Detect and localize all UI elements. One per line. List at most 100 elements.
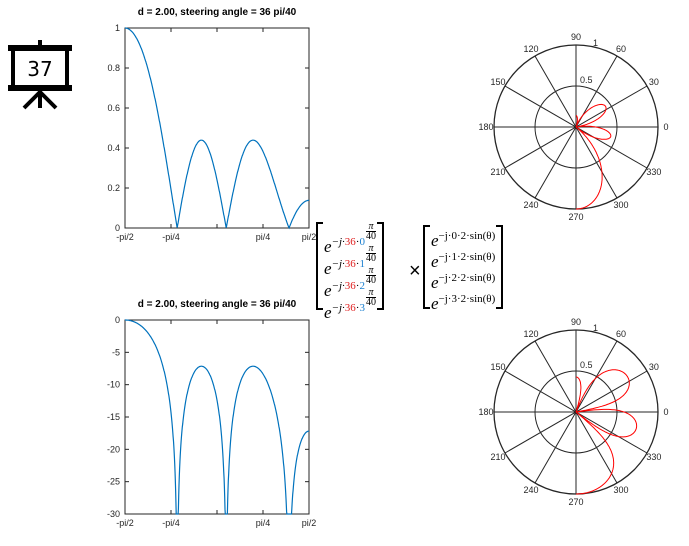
matrix-row: e−j·36·0 π 40 bbox=[324, 222, 376, 256]
phase-vector-matrix: e−j·0·2·sin(θ) e−j·1·2·sin(θ) e−j·2·2·sin(… bbox=[423, 225, 504, 313]
presentation-board-icon: 37 bbox=[8, 40, 72, 112]
steer-value: 36 bbox=[344, 236, 356, 248]
y-tick-label: -15 bbox=[107, 412, 120, 422]
polar-angle-label: 60 bbox=[616, 329, 626, 339]
polar-angle-label: 270 bbox=[568, 212, 583, 222]
polar-angle-label: 30 bbox=[649, 362, 659, 372]
exp-base: e bbox=[431, 231, 439, 250]
frac-num: π bbox=[365, 266, 376, 276]
exp-term: −j·0·2·sin(θ) bbox=[438, 230, 496, 242]
polar-angle-label: 120 bbox=[523, 329, 538, 339]
frac-den: 40 bbox=[365, 231, 376, 242]
polar-angle-label: 90 bbox=[571, 32, 581, 42]
element-index: 0 bbox=[359, 236, 365, 248]
exp-prefix: −j· bbox=[331, 236, 345, 248]
pattern-line bbox=[125, 319, 309, 515]
exp-base: e bbox=[324, 281, 332, 300]
polar-angle-label: 330 bbox=[646, 167, 661, 177]
exp-term: −j·2·2·sin(θ) bbox=[438, 272, 496, 284]
exp-base: e bbox=[324, 259, 332, 278]
polar-angle-label: 60 bbox=[616, 44, 626, 54]
matrix-row: e−j·2·2·sin(θ) bbox=[431, 267, 496, 292]
exp-base: e bbox=[431, 252, 439, 271]
polar-angle-label: 240 bbox=[523, 200, 538, 210]
polar-angle-label: 300 bbox=[613, 485, 628, 495]
y-tick-label: -30 bbox=[107, 509, 120, 519]
polar-angle-label: 300 bbox=[613, 200, 628, 210]
polar-angle-label: 180 bbox=[478, 407, 493, 417]
polar-angle-label: 150 bbox=[491, 362, 506, 372]
polar-angle-label: 210 bbox=[491, 167, 506, 177]
element-index: 1 bbox=[359, 258, 365, 270]
dot: · bbox=[355, 302, 360, 314]
exp-prefix: −j· bbox=[331, 258, 345, 270]
x-tick-label: pi/2 bbox=[302, 232, 317, 242]
polar-angle-label: 30 bbox=[649, 77, 659, 87]
polar-angle-label: 240 bbox=[523, 485, 538, 495]
polar-angle-label: 0 bbox=[663, 407, 668, 417]
matrix-row: e−j·36·2 π 40 bbox=[324, 266, 376, 300]
y-tick-label: -25 bbox=[107, 477, 120, 487]
polar-angle-label: 90 bbox=[571, 317, 581, 327]
steer-value: 36 bbox=[344, 280, 356, 292]
x-tick-label: pi/4 bbox=[256, 232, 271, 242]
y-tick-label: -10 bbox=[107, 380, 120, 390]
steering-vector-matrix: e−j·36·0 π 40 e−j·36·1 π 40 e−j·36·2 π 40 e−j·36·… bbox=[316, 222, 384, 322]
exp-term: −j·1·2·sin(θ) bbox=[438, 251, 496, 263]
element-index: 3 bbox=[359, 302, 365, 314]
y-tick-label: 1 bbox=[115, 23, 120, 33]
polar-angle-label: 210 bbox=[491, 452, 506, 462]
polar-angle-label: 270 bbox=[568, 497, 583, 507]
x-tick-label: -pi/2 bbox=[116, 232, 134, 242]
y-tick-label: 0.6 bbox=[107, 103, 120, 113]
polar-radial-label: 0.5 bbox=[580, 75, 593, 85]
polar-angle-label: 150 bbox=[491, 77, 506, 87]
polar-angle-label: 330 bbox=[646, 452, 661, 462]
y-tick-label: -20 bbox=[107, 444, 120, 454]
plot-axes-box bbox=[124, 27, 310, 229]
polar-angle-label: 180 bbox=[478, 122, 493, 132]
polar-angle-label: 0 bbox=[663, 122, 668, 132]
matrix-row: e−j·1·2·sin(θ) bbox=[431, 246, 496, 271]
plot-title: d = 2.00, steering angle = 36 pi/40 bbox=[138, 7, 297, 18]
frac-num: π bbox=[365, 244, 376, 254]
y-tick-label: 0.4 bbox=[107, 143, 120, 153]
y-tick-label: 0.2 bbox=[107, 183, 120, 193]
dot: · bbox=[355, 258, 360, 270]
x-tick-label: -pi/4 bbox=[162, 232, 180, 242]
matrix-row: e−j·36·3 π 40 bbox=[324, 288, 376, 322]
exp-base: e bbox=[324, 303, 332, 322]
steer-value: 36 bbox=[344, 258, 356, 270]
exp-base: e bbox=[431, 294, 439, 313]
frac-den: 40 bbox=[365, 275, 376, 286]
exp-base: e bbox=[324, 237, 332, 256]
matrix-row: e−j·0·2·sin(θ) bbox=[431, 225, 496, 250]
y-tick-label: -5 bbox=[112, 347, 120, 357]
polar-radial-label: 0.5 bbox=[580, 360, 593, 370]
element-index: 2 bbox=[359, 280, 365, 292]
exp-prefix: −j· bbox=[331, 302, 345, 314]
exp-term: −j·3·2·sin(θ) bbox=[438, 293, 496, 305]
polar-radial-label: 1 bbox=[593, 323, 598, 333]
frac-den: 40 bbox=[365, 297, 376, 308]
x-tick-label: -pi/4 bbox=[162, 518, 180, 528]
x-tick-label: -pi/2 bbox=[116, 518, 134, 528]
y-tick-label: 0 bbox=[115, 315, 120, 325]
dot: · bbox=[355, 280, 360, 292]
pattern-line bbox=[125, 27, 309, 230]
exp-prefix: −j· bbox=[331, 280, 345, 292]
frac-den: 40 bbox=[365, 253, 376, 264]
multiply-sign: × bbox=[409, 260, 421, 282]
y-tick-label: 0.8 bbox=[107, 63, 120, 73]
frac-num: π bbox=[365, 222, 376, 232]
polar-pattern-line bbox=[575, 369, 638, 495]
x-tick-label: pi/4 bbox=[256, 518, 271, 528]
plot-axes-box bbox=[124, 319, 310, 515]
dot: · bbox=[355, 236, 360, 248]
exp-base: e bbox=[431, 273, 439, 292]
x-tick-label: pi/2 bbox=[302, 518, 317, 528]
steer-value: 36 bbox=[344, 302, 356, 314]
matrix-row: e−j·3·2·sin(θ) bbox=[431, 288, 496, 313]
frac-num: π bbox=[365, 288, 376, 298]
